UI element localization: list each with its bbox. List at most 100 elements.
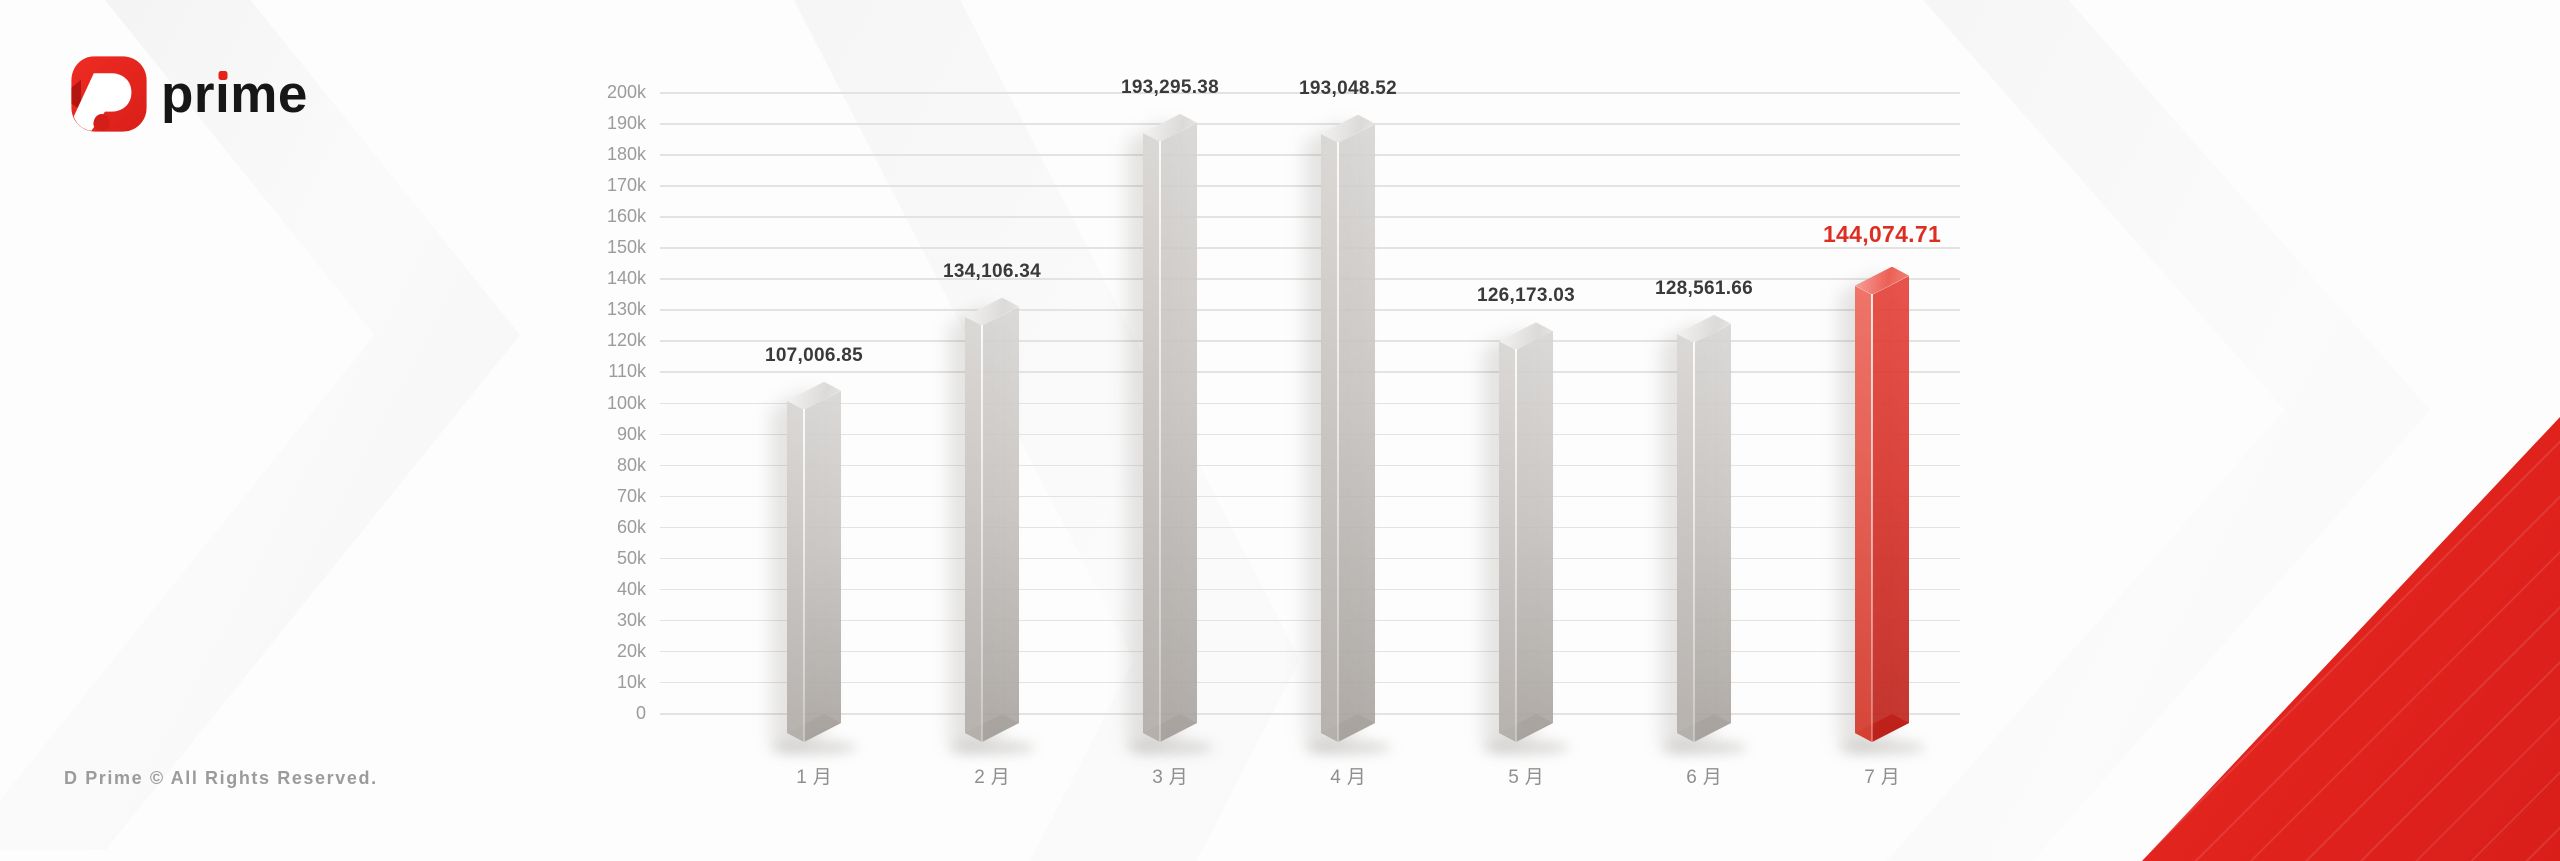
y-axis-tick-label: 50k: [616, 547, 646, 568]
bar-floor-shadow: [1661, 741, 1747, 754]
y-axis-tick-label: 10k: [616, 671, 646, 692]
y-axis-tick-label: 200k: [606, 82, 646, 102]
bar-edge-highlight: [1693, 341, 1695, 742]
logo-text-suffix: me: [230, 64, 308, 124]
gridline: [660, 433, 1960, 436]
gridline: [660, 92, 1960, 94]
bar-floor-shadow: [771, 741, 857, 754]
bar-edge-highlight: [803, 408, 805, 742]
bar-floor-shadow: [1839, 741, 1925, 754]
bar-front-face: [1338, 123, 1375, 742]
bar-edge-highlight: [1159, 140, 1161, 742]
bar-left-face: [1143, 132, 1160, 742]
bar-floor-shadow: [1127, 741, 1213, 754]
gridline: [660, 309, 1960, 311]
bar-front-face: [1516, 331, 1553, 742]
bar-left-face: [1321, 133, 1338, 742]
bar-3月[interactable]: [1143, 113, 1197, 754]
bar-left-face: [1677, 333, 1694, 742]
bar-floor-shadow: [949, 741, 1035, 754]
dprime-logo: prı me: [68, 54, 308, 134]
bar-2月[interactable]: [965, 297, 1019, 754]
bar-edge-highlight: [981, 324, 983, 742]
gridline: [660, 402, 1960, 404]
gridline: [660, 371, 1960, 373]
bar-7月[interactable]: [1855, 266, 1909, 754]
bar-edge-highlight: [1871, 293, 1873, 742]
dprime-logo-icon: [71, 56, 147, 132]
bar-6月[interactable]: [1677, 314, 1731, 754]
value-label-3月: 193,295.38: [1120, 76, 1220, 98]
y-axis-tick-label: 30k: [616, 609, 646, 630]
copyright-text: D Prime © All Rights Reserved.: [64, 768, 378, 788]
x-axis-label-4月: 4月: [1330, 767, 1372, 788]
bar-1月[interactable]: [787, 381, 841, 754]
y-axis-tick-label: 160k: [606, 206, 646, 227]
x-axis-label-2月: 2月: [974, 767, 1016, 788]
value-label-4月: 193,048.52: [1298, 77, 1398, 99]
bar-front-face: [1694, 323, 1731, 742]
bar-edge-highlight: [1337, 141, 1339, 742]
logo-text: prı me: [161, 68, 308, 121]
bar-left-face: [965, 316, 982, 742]
x-axis-label-7月: 7月: [1864, 767, 1906, 788]
value-label-2月: 134,106.34: [942, 260, 1042, 282]
gridline: [660, 185, 1960, 187]
value-label-6月: 128,561.66: [1654, 277, 1754, 299]
logo-letter-i: ı: [215, 64, 231, 124]
logo-text-prefix: pr: [161, 64, 215, 124]
bar-edge-highlight: [1515, 349, 1517, 742]
x-axis-label-3月: 3月: [1152, 767, 1194, 788]
y-axis-tick-label: 150k: [606, 237, 646, 258]
y-axis-tick-label: 130k: [606, 299, 646, 320]
y-axis-tick-label: 180k: [606, 144, 646, 165]
y-axis-tick-label: 70k: [616, 485, 646, 506]
gridline: [660, 526, 1960, 529]
y-axis-tick-label: 110k: [608, 361, 646, 382]
bar-left-face: [1855, 285, 1872, 742]
gridline: [660, 557, 1960, 560]
gridline: [660, 464, 1960, 467]
bar-left-face: [1499, 341, 1516, 742]
value-label-1月: 107,006.85: [764, 344, 864, 366]
gridline: [660, 495, 1960, 498]
y-axis-tick-label: 190k: [606, 113, 646, 134]
gridline: [660, 216, 1960, 218]
gridline: [660, 123, 1960, 125]
y-axis-tick-label: 90k: [616, 423, 646, 444]
value-label-5月: 126,173.03: [1476, 285, 1576, 307]
bar-front-face: [1872, 275, 1909, 742]
gridline: [660, 247, 1960, 249]
y-axis-tick-label: 20k: [616, 640, 646, 661]
bar-front-face: [804, 390, 841, 742]
y-axis-tick-label: 80k: [616, 454, 646, 475]
y-axis-tick-label: 120k: [606, 330, 646, 351]
bar-front-face: [982, 306, 1019, 742]
gridline: [660, 619, 1960, 622]
gridline: [660, 340, 1960, 342]
bar-floor-shadow: [1305, 741, 1391, 754]
value-label-7月: 144,074.71: [1822, 220, 1942, 247]
bar-5月[interactable]: [1499, 322, 1553, 754]
bar-left-face: [787, 400, 804, 742]
bar-floor-shadow: [1483, 741, 1569, 754]
y-axis-tick-label: 0: [635, 703, 646, 723]
x-axis-label-6月: 6月: [1686, 767, 1728, 788]
logo-i-dot: [218, 70, 228, 80]
y-axis-tick-label: 100k: [606, 392, 646, 413]
bar-front-face: [1160, 122, 1197, 742]
y-axis-tick-label: 60k: [616, 516, 646, 537]
x-axis-label-5月: 5月: [1508, 767, 1550, 788]
gridline: [660, 713, 1960, 715]
bar-4月[interactable]: [1321, 114, 1375, 754]
gridline: [660, 650, 1960, 653]
y-axis-tick-label: 170k: [606, 175, 646, 196]
gridline: [660, 278, 1960, 280]
gridline: [660, 154, 1960, 156]
gridline: [660, 681, 1960, 684]
y-axis-tick-label: 40k: [616, 578, 646, 599]
x-axis-label-1月: 1月: [796, 767, 838, 788]
y-axis-tick-label: 140k: [606, 268, 646, 289]
